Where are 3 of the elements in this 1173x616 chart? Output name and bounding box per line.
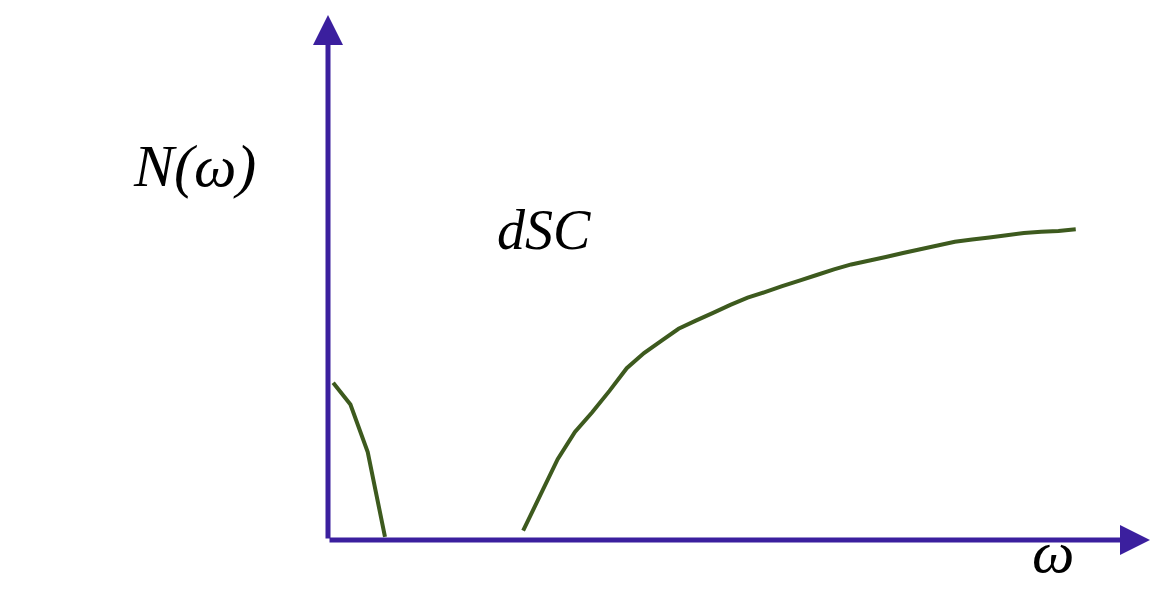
annotation: dSC bbox=[497, 199, 591, 261]
x-axis-title: ω bbox=[1032, 519, 1075, 585]
y-axis-title: N(ω) bbox=[133, 133, 257, 199]
